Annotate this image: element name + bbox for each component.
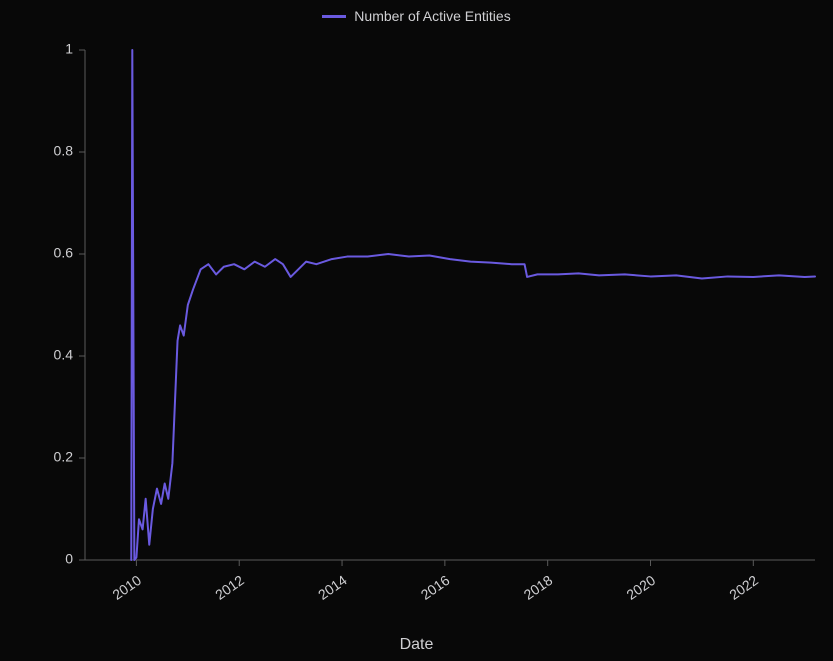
- y-tick-label: 0.6: [54, 245, 74, 261]
- legend-swatch: [322, 15, 346, 18]
- line-chart: 00.20.40.60.8120102012201420162018202020…: [0, 0, 833, 661]
- y-tick-label: 0: [65, 551, 73, 567]
- chart-background: [0, 0, 833, 661]
- x-axis-label: Date: [0, 636, 833, 654]
- legend: Number of Active Entities: [0, 8, 833, 24]
- y-tick-label: 0.2: [54, 449, 74, 465]
- y-tick-label: 0.8: [54, 143, 74, 159]
- chart-container: Number of Active Entities 0 0.2 0.4 0.6 0.8 1…: [0, 0, 833, 661]
- legend-label: Number of Active Entities: [354, 8, 510, 24]
- y-tick-label: 1: [65, 41, 73, 57]
- y-tick-label: 0.4: [54, 347, 74, 363]
